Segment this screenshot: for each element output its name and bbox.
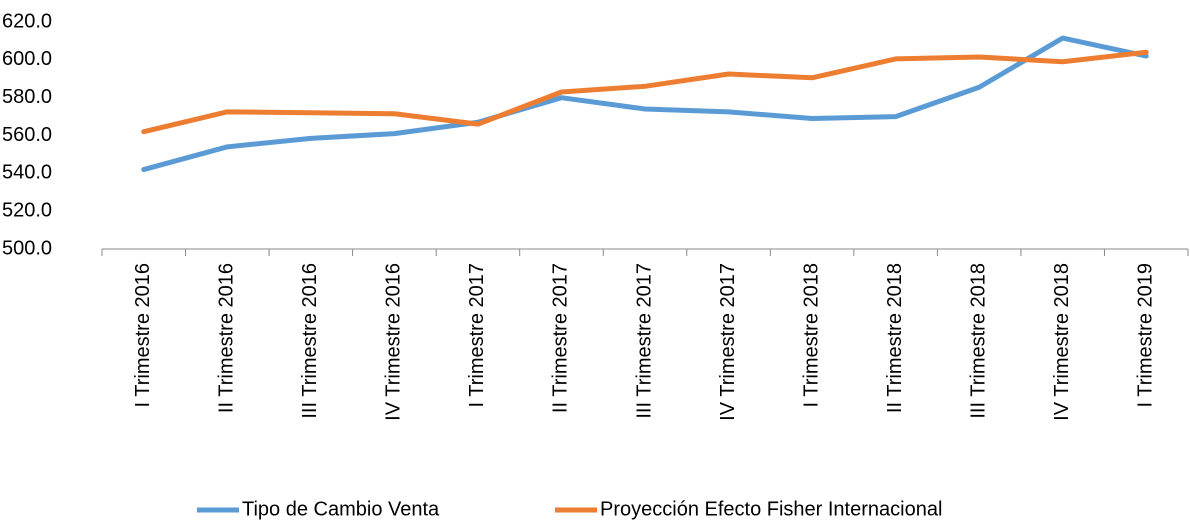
y-tick-label: 600.0 — [2, 48, 52, 70]
y-tick-label: 620.0 — [2, 10, 52, 32]
x-tick-label: I Trimestre 2018 — [800, 263, 822, 408]
x-tick-label: IV Trimestre 2016 — [383, 263, 405, 421]
x-tick-label: I Trimestre 2016 — [132, 263, 154, 408]
y-tick-label: 520.0 — [2, 199, 52, 221]
x-tick-label: IV Trimestre 2017 — [717, 263, 739, 421]
x-tick-label: IV Trimestre 2018 — [1051, 263, 1073, 421]
legend-label: Proyección Efecto Fisher Internacional — [600, 498, 942, 520]
y-tick-label: 560.0 — [2, 124, 52, 146]
series-line — [141, 49, 1149, 135]
x-tick-label: II Trimestre 2017 — [550, 263, 572, 413]
y-tick-label: 540.0 — [2, 162, 52, 184]
y-tick-label: 580.0 — [2, 86, 52, 108]
x-tick-label: II Trimestre 2018 — [884, 263, 906, 413]
y-tick-label: 500.0 — [2, 237, 52, 259]
x-tick-label: III Trimestre 2018 — [967, 263, 989, 419]
x-tick-label: II Trimestre 2016 — [216, 263, 238, 413]
series-line — [141, 35, 1149, 173]
x-tick-label: III Trimestre 2016 — [299, 263, 321, 419]
legend-label: Tipo de Cambio Venta — [242, 498, 440, 520]
x-tick-label: I Trimestre 2017 — [466, 263, 488, 408]
x-tick-label: I Trimestre 2019 — [1135, 263, 1157, 408]
x-tick-label: III Trimestre 2017 — [633, 263, 655, 419]
